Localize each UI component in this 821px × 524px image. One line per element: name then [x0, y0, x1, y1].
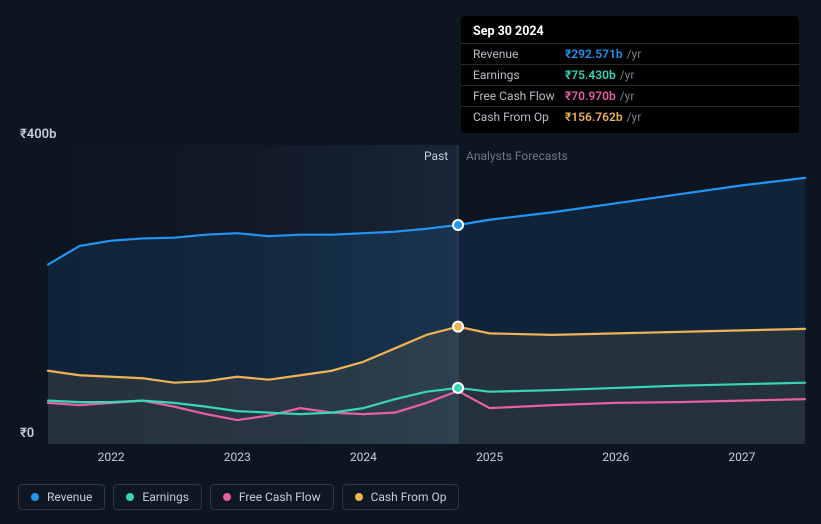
x-tick: 2023	[224, 450, 251, 464]
tooltip-metric-value: ₹75.430b	[565, 68, 616, 82]
hover-tooltip: Sep 30 2024 Revenue₹292.571b/yrEarnings₹…	[461, 16, 799, 133]
legend-label: Cash From Op	[371, 490, 447, 504]
tooltip-row: Free Cash Flow₹70.970b/yr	[461, 85, 799, 106]
x-tick: 2026	[602, 450, 629, 464]
chart-legend: Revenue Earnings Free Cash Flow Cash From O…	[18, 484, 459, 510]
y-axis-label-max: ₹400b	[20, 127, 56, 142]
legend-item[interactable]: Revenue	[18, 484, 105, 510]
tooltip-row: Earnings₹75.430b/yr	[461, 64, 799, 85]
financial-forecast-chart: ₹400b ₹0 Past Analysts Forecasts 2022 202…	[0, 0, 821, 524]
tooltip-metric-suffix: /yr	[627, 110, 642, 124]
legend-swatch-icon	[31, 493, 39, 501]
legend-swatch-icon	[223, 493, 231, 501]
tooltip-metric-value: ₹292.571b	[565, 47, 623, 61]
legend-item[interactable]: Free Cash Flow	[210, 484, 334, 510]
legend-swatch-icon	[126, 493, 134, 501]
tooltip-row: Revenue₹292.571b/yr	[461, 43, 799, 64]
tooltip-metric-value: ₹70.970b	[565, 89, 616, 103]
legend-label: Earnings	[142, 490, 189, 504]
tooltip-metric-suffix: /yr	[627, 47, 642, 61]
tooltip-date: Sep 30 2024	[461, 22, 799, 43]
x-tick: 2024	[350, 450, 377, 464]
x-tick: 2022	[98, 450, 125, 464]
x-tick: 2027	[728, 450, 755, 464]
x-tick: 2025	[476, 450, 503, 464]
forecast-section-label: Analysts Forecasts	[466, 149, 568, 163]
tooltip-row: Cash From Op₹156.762b/yr	[461, 106, 799, 127]
tooltip-metric-suffix: /yr	[620, 68, 635, 82]
tooltip-metric-value: ₹156.762b	[565, 110, 623, 124]
tooltip-metric-label: Earnings	[473, 68, 565, 82]
y-axis-label-min: ₹0	[20, 426, 34, 441]
legend-label: Revenue	[47, 490, 92, 504]
tooltip-metric-suffix: /yr	[620, 89, 635, 103]
tooltip-metric-label: Revenue	[473, 47, 565, 61]
tooltip-metric-label: Free Cash Flow	[473, 89, 565, 103]
legend-swatch-icon	[355, 493, 363, 501]
legend-item[interactable]: Cash From Op	[342, 484, 460, 510]
legend-label: Free Cash Flow	[239, 490, 321, 504]
tooltip-metric-label: Cash From Op	[473, 110, 565, 124]
past-section-label: Past	[424, 149, 448, 163]
legend-item[interactable]: Earnings	[113, 484, 202, 510]
